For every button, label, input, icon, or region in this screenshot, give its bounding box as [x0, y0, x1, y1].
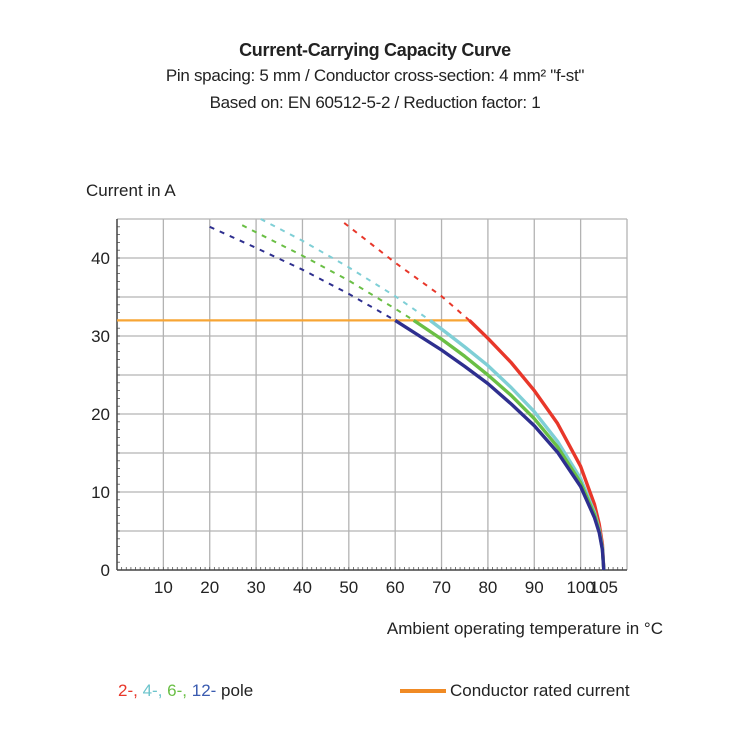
x-tick-label: 30: [247, 578, 266, 597]
x-tick-label: 20: [200, 578, 219, 597]
x-tick-label: 70: [432, 578, 451, 597]
series-12-pole-line: [394, 318, 606, 571]
series-2-pole-line: [468, 319, 606, 571]
series-12-pole-dashed: [209, 225, 396, 322]
legend-series-4: 4-: [142, 681, 158, 700]
x-tick-label: 80: [478, 578, 497, 597]
x-tick-label: 90: [525, 578, 544, 597]
chart-title: Current-Carrying Capacity Curve: [239, 40, 511, 60]
legend-series-12: 12-: [191, 681, 217, 700]
y-tick-label: 40: [91, 249, 110, 268]
x-tick-label: 40: [293, 578, 312, 597]
y-axis-label: Current in A: [86, 181, 176, 200]
series-4-pole-line: [428, 319, 606, 571]
y-tick-label: 30: [91, 327, 110, 346]
y-tick-label: 10: [91, 483, 110, 502]
legend-sep: ,: [157, 681, 168, 700]
legend-series-6: 6-: [167, 681, 183, 700]
x-tick-label: 100: [566, 578, 594, 597]
series-6-pole-dashed: [241, 224, 415, 322]
legend-rated-label: Conductor rated current: [450, 681, 630, 700]
legend-series-2: 2-: [118, 681, 134, 700]
x-axis-label: Ambient operating temperature in °C: [386, 619, 663, 638]
legend-pole-suffix: pole: [216, 681, 254, 700]
y-tick-label: 20: [91, 405, 110, 424]
legend-rated-current: Conductor rated current: [400, 681, 630, 701]
x-tick-label: 10: [154, 578, 173, 597]
legend-sep: ,: [133, 681, 143, 700]
chart-subtitle-2: Based on: EN 60512-5-2 / Reduction facto…: [209, 93, 541, 112]
legend-sep: ,: [182, 681, 192, 700]
x-tick-label: 105: [590, 578, 618, 597]
y-tick-label: 0: [101, 561, 110, 580]
series-4-pole-dashed: [260, 218, 431, 322]
legend-rated-swatch: [400, 689, 446, 693]
series-2-pole-dashed: [343, 222, 471, 322]
legend-poles: 2-, 4-, 6-, 12- pole: [118, 681, 253, 701]
x-tick-label: 60: [386, 578, 405, 597]
x-tick-label: 50: [339, 578, 358, 597]
chart-subtitle-1: Pin spacing: 5 mm / Conductor cross-sect…: [165, 66, 585, 85]
